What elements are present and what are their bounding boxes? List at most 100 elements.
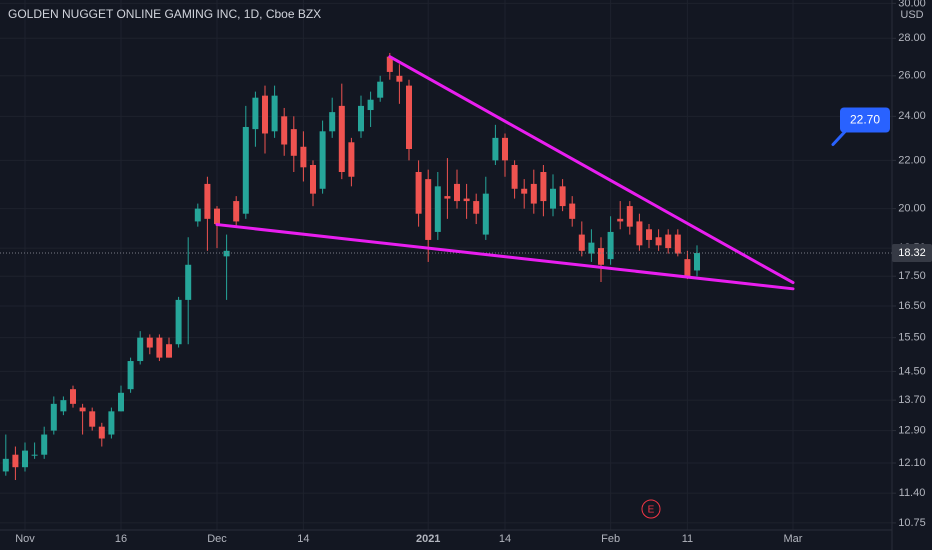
y-tick-label: 26.00 [898, 70, 926, 82]
candle-body [242, 126, 249, 214]
candle-body [521, 188, 528, 194]
candle-body [665, 234, 672, 249]
candle-body [617, 218, 624, 222]
candle-body [281, 116, 288, 145]
candle-body [386, 56, 393, 72]
candle-body [156, 337, 163, 358]
trend-line [215, 223, 795, 291]
candle-body [204, 183, 211, 219]
candle-body [425, 179, 432, 240]
y-tick-label: 11.40 [899, 487, 926, 499]
grid [0, 0, 892, 530]
candle-body [89, 411, 96, 427]
candle-body [434, 186, 441, 232]
candle-body [310, 164, 316, 194]
candle-body [626, 206, 633, 227]
x-tick-label: Dec [207, 533, 227, 545]
last-price-box [892, 244, 932, 263]
candle-body [12, 454, 19, 468]
candle-body [108, 411, 115, 435]
chart-title: GOLDEN NUGGET ONLINE GAMING INC, 1D, Cbo… [8, 7, 321, 21]
x-tick-label: Feb [601, 533, 620, 545]
candle-body [262, 95, 268, 134]
x-tick-label: Nov [15, 533, 35, 545]
candle-body [511, 164, 518, 189]
candle-body [607, 231, 614, 260]
candle-body [41, 434, 48, 455]
candle-body [578, 234, 585, 251]
candle-body [406, 85, 412, 149]
axes: 10.75 11.40 12.10 12.90 13.70 14.50 15.50 16.50… [15, 0, 932, 545]
candle-body [540, 172, 547, 202]
candle-body [559, 186, 566, 207]
candle-body [415, 172, 422, 214]
candle-body [636, 221, 643, 246]
candle-body [31, 454, 38, 456]
candle-body [223, 250, 230, 257]
y-tick-label: 24.00 [898, 110, 926, 122]
candle-body [454, 183, 460, 202]
price-note-box [840, 107, 890, 133]
candle-body [271, 95, 278, 132]
candle-body [338, 105, 345, 173]
candle-body [319, 131, 326, 189]
candle-body [588, 242, 595, 254]
candle-body [377, 81, 384, 98]
trend-line [388, 55, 795, 285]
candle-body [684, 259, 691, 277]
y-tick-label: 10.75 [898, 517, 926, 529]
candle-body [194, 208, 201, 222]
candle-body [329, 112, 336, 132]
candle-body [502, 137, 508, 161]
y-tick-label: 16.50 [898, 300, 926, 312]
event-marker [641, 499, 661, 519]
candle-body [233, 201, 240, 222]
candle-body [396, 75, 403, 82]
candle-body [482, 193, 489, 235]
price-note-label: 22.70 [850, 113, 880, 127]
y-tick-label: 13.70 [898, 394, 926, 406]
x-tick-label: Mar [784, 533, 803, 545]
price-note-pointer [831, 129, 848, 147]
candle-body [166, 344, 172, 358]
candle-body [252, 97, 259, 130]
candle-body [674, 234, 681, 254]
candle-body [70, 389, 76, 404]
y-tick-label: 15.50 [898, 332, 926, 344]
currency-label: USD [900, 9, 923, 21]
candle-body [694, 253, 700, 271]
candle-body [569, 203, 576, 219]
candle-body [146, 337, 153, 348]
candle-body [214, 208, 220, 225]
plot-area [0, 52, 892, 481]
candle-body [22, 450, 28, 468]
overlay: 22.70 E [215, 55, 890, 519]
candle-body [530, 183, 537, 204]
candle-body [290, 129, 297, 156]
y-tick-label: 30.00 [898, 0, 926, 9]
candle-body [463, 198, 470, 202]
candle-body [79, 407, 86, 412]
candle-body [118, 392, 124, 412]
x-tick-label: 2021 [416, 533, 440, 545]
y-tick-label: 17.50 [898, 270, 926, 282]
candle-body [175, 299, 182, 345]
candle-body [348, 142, 355, 177]
candle-body [60, 400, 67, 412]
candle-body [358, 105, 364, 132]
candle-body [127, 361, 134, 390]
y-tick-label: 14.50 [898, 365, 926, 377]
candle-body [550, 188, 556, 209]
candle-body [492, 137, 499, 161]
candle-body [2, 458, 9, 472]
candle-body [367, 99, 374, 111]
candle-body [646, 229, 652, 240]
y-tick-label: 12.10 [898, 457, 926, 469]
x-tick-label: 16 [115, 533, 127, 545]
x-tick-label: 14 [297, 533, 309, 545]
last-price-label: 18.32 [898, 247, 926, 259]
candle-body [473, 201, 480, 214]
y-tick-label: 22.00 [898, 154, 926, 166]
